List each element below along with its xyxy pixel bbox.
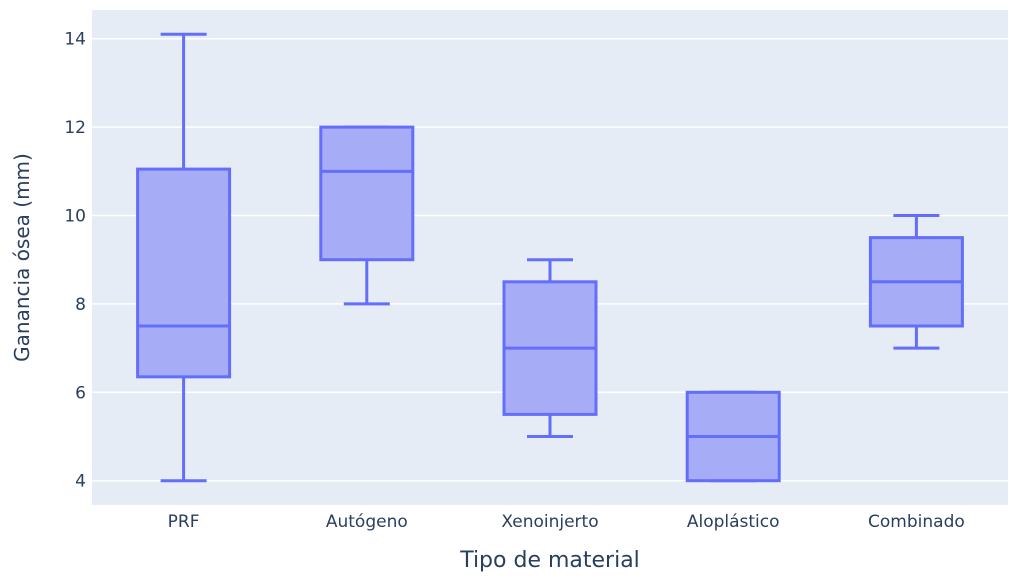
box-series [136,32,964,483]
y-axis-ticks: 4 6 8 10 12 14 [64,30,86,492]
x-tick-label: Aloplástico [687,512,780,532]
box-1 [136,32,232,483]
iqr-box [319,125,415,262]
x-tick-label: PRF [168,512,200,532]
iqr-box [136,167,232,379]
y-tick-label: 14 [64,30,86,50]
y-tick-label: 8 [75,295,86,315]
x-axis-title: Tipo de material [459,548,640,573]
y-tick-label: 4 [75,472,86,492]
y-tick-label: 12 [64,118,86,138]
x-tick-label: Combinado [868,512,965,532]
x-tick-label: Autógeno [326,512,408,532]
box-3 [502,258,598,438]
box-4 [685,390,781,483]
y-tick-label: 10 [64,207,86,227]
y-tick-label: 6 [75,383,86,403]
box-5 [868,214,964,350]
y-axis-title: Ganancia ósea (mm) [10,153,34,362]
x-tick-label: Xenoinjerto [501,512,598,532]
box-2 [319,125,415,306]
x-axis-ticks: PRF Autógeno Xenoinjerto Aloplástico Combina… [168,512,965,532]
